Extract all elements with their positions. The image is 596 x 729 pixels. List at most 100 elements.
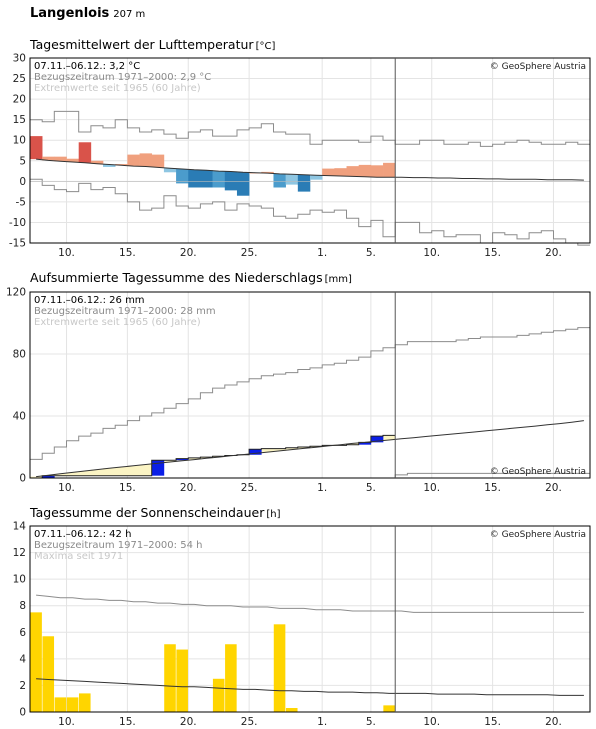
y-tick-label: 4 bbox=[19, 653, 26, 665]
precipitation-chart-title: Aufsummierte Tagessumme des Niederschlag… bbox=[30, 270, 352, 285]
precip-deficit-area bbox=[90, 469, 104, 476]
station-header: Langenlois 207 m bbox=[30, 6, 145, 21]
precip-daily-bar bbox=[358, 442, 372, 445]
x-tick-label: 25. bbox=[241, 482, 258, 494]
chart-panel-1: 120 80 40 0 10. 15. 20. 25. 1. 5. 10. 15. 20. 07.11.–… bbox=[6, 287, 591, 494]
y-tick-label: 8 bbox=[19, 600, 26, 612]
temperature-unit: [°C] bbox=[255, 41, 276, 52]
y-tick-label: 0 bbox=[19, 176, 26, 188]
precip-deficit-area bbox=[103, 468, 116, 476]
precip-deficit-area bbox=[188, 457, 201, 460]
x-tick-label: 15. bbox=[119, 247, 136, 259]
y-tick-label: 2 bbox=[19, 680, 26, 692]
chart-panel-2: 14 12 10 8 6 4 2 0 10. 15. 20. 25. 1. 5. 10. 15. 20. 07.1… bbox=[13, 521, 591, 728]
y-tick-label: 15 bbox=[13, 114, 26, 126]
precip-max-line bbox=[30, 327, 590, 460]
x-tick-label: 15. bbox=[484, 482, 501, 494]
y-tick-label: 10 bbox=[13, 135, 26, 147]
temp-anomaly-bar bbox=[188, 169, 201, 188]
temp-anomaly-bar bbox=[115, 164, 128, 166]
sunshine-bar bbox=[42, 636, 55, 712]
precip-deficit-area bbox=[200, 457, 213, 459]
info-reference-value: Bezugszeitraum 1971–2000: 28 mm bbox=[34, 306, 216, 317]
sunshine-chart-title: Tagessumme der Sonnenscheindauer [h] bbox=[30, 505, 280, 520]
x-tick-label: 10. bbox=[58, 716, 75, 728]
precip-deficit-area bbox=[30, 476, 43, 478]
precip-deficit-area bbox=[285, 447, 299, 450]
temperature-title-text: Tagesmittelwert der Lufttemperatur bbox=[30, 37, 254, 52]
copyright-label: © GeoSphere Austria bbox=[490, 62, 586, 72]
temp-anomaly-bar bbox=[358, 164, 372, 177]
temp-anomaly-bar bbox=[78, 142, 92, 163]
y-tick-label: -10 bbox=[9, 217, 26, 229]
y-tick-label: 12 bbox=[13, 547, 26, 559]
sunshine-norm-line bbox=[36, 678, 584, 696]
x-tick-label: 10. bbox=[423, 716, 440, 728]
precip-deficit-area bbox=[163, 460, 177, 463]
precip-deficit-area bbox=[78, 471, 92, 476]
y-tick-label: 40 bbox=[13, 411, 26, 423]
precip-deficit-area bbox=[127, 465, 140, 476]
y-tick-label: 20 bbox=[13, 94, 26, 106]
y-tick-label: 0 bbox=[19, 473, 26, 485]
precip-deficit-area bbox=[273, 448, 286, 451]
info-period-value: 07.11.–06.12.: 26 mm bbox=[34, 295, 145, 306]
precip-daily-bar bbox=[176, 458, 189, 461]
x-tick-label: 25. bbox=[241, 716, 258, 728]
sunshine-bar bbox=[66, 697, 79, 712]
x-tick-label: 20. bbox=[180, 247, 197, 259]
x-tick-label: 1. bbox=[317, 716, 327, 728]
temp-anomaly-bar bbox=[285, 174, 299, 185]
x-tick-label: 20. bbox=[545, 482, 562, 494]
temp-anomaly-bar bbox=[66, 158, 79, 163]
sunshine-bar bbox=[225, 644, 237, 712]
sunshine-bar bbox=[285, 708, 298, 712]
y-tick-label: 25 bbox=[13, 73, 26, 85]
temp-anomaly-bar bbox=[212, 171, 226, 188]
y-tick-label: 6 bbox=[19, 627, 26, 639]
temp-anomaly-bar bbox=[346, 166, 359, 177]
temp-anomaly-bar bbox=[322, 168, 335, 176]
temp-anomaly-bar bbox=[200, 170, 213, 188]
sunshine-bar bbox=[383, 705, 395, 712]
info-extremes-note: Maxima seit 1971 bbox=[34, 551, 123, 562]
x-tick-label: 15. bbox=[119, 716, 136, 728]
temp-anomaly-bar bbox=[151, 154, 165, 168]
info-period-value: 07.11.–06.12.: 42 h bbox=[34, 529, 131, 540]
y-tick-label: 80 bbox=[13, 349, 26, 361]
precip-deficit-area bbox=[115, 466, 128, 476]
sunshine-bar bbox=[212, 678, 225, 712]
x-tick-label: 10. bbox=[423, 482, 440, 494]
y-tick-label: 14 bbox=[13, 521, 27, 533]
x-tick-label: 20. bbox=[180, 716, 197, 728]
x-tick-label: 1. bbox=[317, 247, 327, 259]
temp-anomaly-bar bbox=[176, 169, 189, 184]
x-tick-label: 20. bbox=[545, 247, 562, 259]
temp-anomaly-bar bbox=[297, 174, 311, 192]
sunshine-bar bbox=[164, 644, 176, 712]
temp-min-line bbox=[30, 178, 590, 246]
temp-anomaly-bar bbox=[273, 173, 286, 188]
precip-deficit-area bbox=[139, 464, 153, 476]
temp-anomaly-bar bbox=[370, 165, 384, 178]
sunshine-bar bbox=[30, 612, 42, 712]
precip-deficit-area bbox=[261, 448, 274, 453]
temp-anomaly-bar bbox=[54, 156, 67, 162]
x-tick-label: 10. bbox=[423, 247, 440, 259]
x-tick-label: 15. bbox=[119, 482, 136, 494]
plot-frame bbox=[29, 291, 591, 479]
temp-anomaly-bar bbox=[103, 164, 116, 167]
chart-panel-0: 30 25 20 15 10 5 0 -5 -10 -15 10. 15. 20. 25. 1. 5. 10. 1… bbox=[9, 53, 591, 259]
sunshine-bar bbox=[54, 697, 67, 712]
info-reference-value: Bezugszeitraum 1971–2000: 2,9 °C bbox=[34, 72, 211, 83]
precip-daily-bar bbox=[42, 475, 55, 478]
x-tick-label: 20. bbox=[180, 482, 197, 494]
temp-anomaly-bar bbox=[224, 171, 238, 191]
plot-frame bbox=[29, 57, 591, 244]
y-tick-label: 30 bbox=[13, 53, 26, 65]
sunshine-bar bbox=[176, 649, 188, 712]
info-extremes-note: Extremwerte seit 1965 (60 Jahre) bbox=[34, 83, 201, 94]
precip-norm-line bbox=[36, 420, 584, 478]
y-tick-label: 0 bbox=[19, 707, 26, 719]
